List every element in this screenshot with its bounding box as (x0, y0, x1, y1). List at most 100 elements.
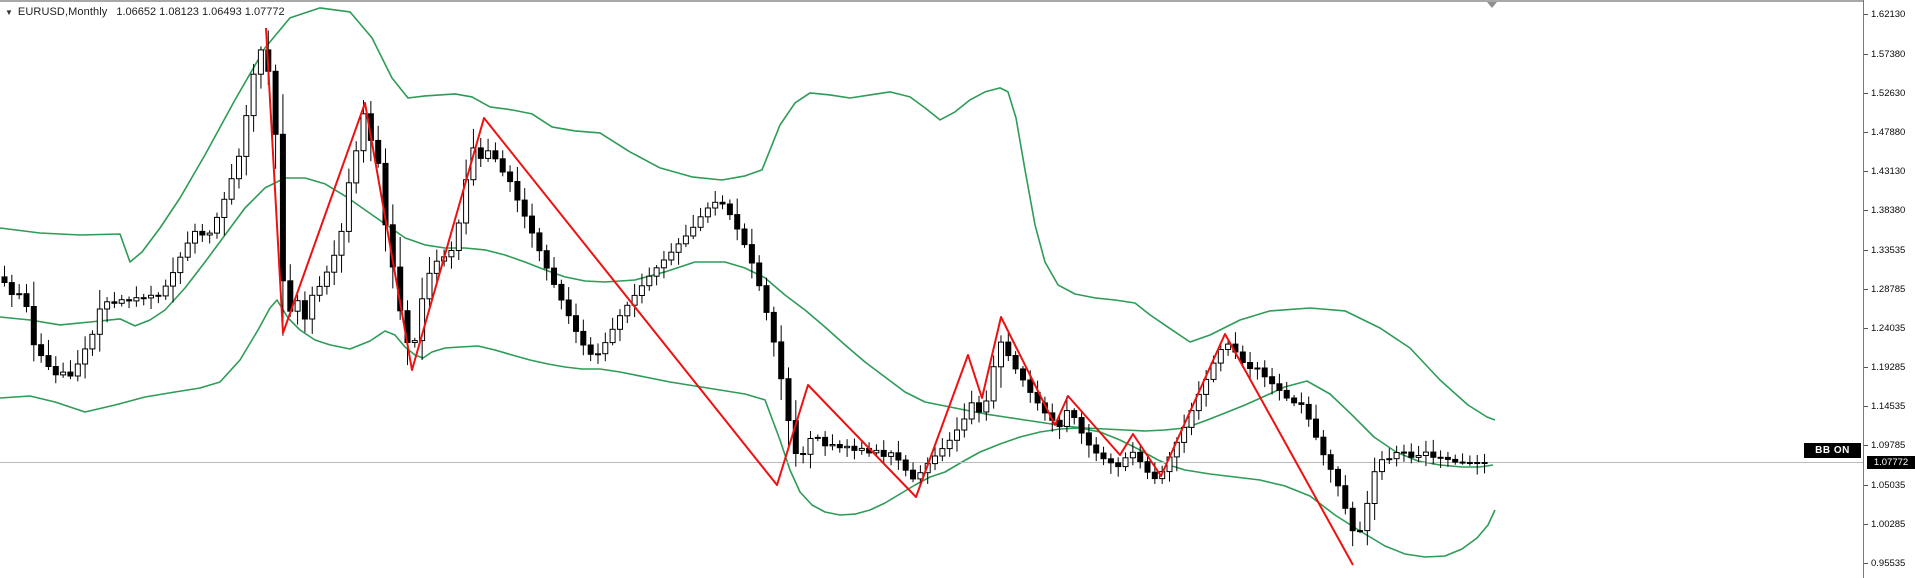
candle-body (1320, 436, 1327, 456)
bollinger-lower-line (0, 299, 1496, 558)
price-axis-label: 1.38380 (1864, 205, 1905, 216)
candle-body (118, 299, 125, 304)
price-axis-label: 1.00285 (1864, 519, 1905, 530)
candle-body (1085, 432, 1092, 446)
candle-body (192, 230, 198, 244)
candle-body (1203, 378, 1210, 395)
candle-body (45, 355, 52, 368)
candle-body (807, 438, 814, 455)
window-top-border (0, 0, 1915, 2)
candle-body (507, 171, 514, 183)
candle-body (785, 378, 792, 422)
candle-body (1481, 462, 1488, 464)
candle-body (206, 232, 213, 236)
candle-body (1283, 389, 1290, 399)
bb-toggle-label[interactable]: BB ON (1804, 443, 1861, 458)
candle-body (873, 449, 880, 454)
candle-body (514, 181, 521, 201)
candle-body (411, 340, 418, 344)
candle-body (74, 363, 81, 377)
candle-body (1100, 452, 1107, 460)
tick-mark (1864, 14, 1868, 15)
candle-body (829, 444, 836, 447)
candle-body (294, 300, 301, 312)
candle-body (155, 294, 162, 297)
zigzag-line (265, 27, 1354, 566)
candle-body (1276, 383, 1283, 391)
chart-canvas[interactable] (0, 0, 1863, 578)
candle-body (1401, 451, 1407, 454)
candle-body (353, 150, 360, 184)
candle-body (521, 199, 528, 217)
chart-plot-area[interactable]: ▼ EURUSD,Monthly 1.06652 1.08123 1.06493… (0, 0, 1863, 578)
candle-body (1, 276, 8, 283)
candle-body (1474, 462, 1481, 464)
candle-body (162, 285, 169, 297)
candle-body (148, 294, 154, 299)
candle-body (67, 371, 74, 377)
candle-body (726, 203, 733, 216)
candle-body (954, 429, 960, 441)
candle-body (888, 452, 895, 457)
candle-body (902, 459, 909, 471)
candle-body (426, 272, 433, 300)
candle-body (1144, 461, 1151, 473)
candle-body (1254, 367, 1261, 370)
price-axis-label: 1.52630 (1864, 88, 1905, 99)
candle-body (844, 445, 851, 449)
candle-body (748, 244, 755, 264)
candle-body (60, 371, 67, 376)
tick-mark (1864, 563, 1868, 564)
bollinger-middle-line (0, 177, 1494, 468)
tick-mark (1864, 93, 1868, 94)
candle-body (309, 294, 316, 320)
candle-body (111, 301, 118, 304)
candle-body (536, 232, 543, 252)
candle-body (338, 230, 345, 256)
candle-body (184, 242, 191, 258)
candle-body (638, 285, 645, 296)
candle-body (96, 308, 103, 335)
candle-body (250, 73, 257, 117)
candle-body (961, 418, 968, 431)
candle-body (104, 301, 111, 310)
candle-body (1327, 454, 1334, 470)
tick-mark (1864, 171, 1868, 172)
candle-body (858, 447, 865, 451)
candle-body (448, 250, 455, 258)
price-axis-label: 1.24035 (1864, 323, 1905, 334)
candle-body (1107, 458, 1114, 464)
candle-body (1269, 376, 1276, 385)
candle-body (1459, 461, 1466, 464)
candle-body (983, 400, 990, 413)
candles (1, 30, 1488, 547)
candle-body (455, 222, 462, 251)
tick-mark (1864, 328, 1868, 329)
candle-body (609, 328, 616, 344)
candle-body (682, 235, 689, 245)
price-axis[interactable]: 1.62130 1.57380 1.52630 1.47880 1.43130 1.383… (1863, 0, 1915, 578)
candle-body (1335, 468, 1341, 487)
candle-body (1225, 343, 1232, 351)
candle-body (1005, 341, 1012, 357)
symbol-timeframe-label: EURUSD,Monthly (17, 6, 108, 18)
candle-body (199, 230, 206, 236)
candle-body (595, 353, 601, 356)
price-axis-label: 1.14535 (1864, 401, 1905, 412)
candle-body (704, 207, 711, 218)
candle-body (316, 285, 323, 296)
candle-body (529, 215, 535, 234)
chevron-down-icon[interactable]: ▼ (5, 7, 13, 17)
chart-shift-marker-icon[interactable] (1487, 2, 1497, 8)
candle-body (1466, 462, 1473, 464)
candle-body (499, 158, 506, 173)
current-price-tag: 1.07772 (1867, 456, 1915, 469)
candle-body (763, 285, 770, 313)
candle-body (1444, 456, 1451, 460)
candle-body (543, 250, 550, 269)
candle-body (89, 333, 96, 350)
candle-body (419, 298, 426, 342)
candle-body (1408, 451, 1415, 458)
candle-body (323, 271, 330, 287)
candle-body (52, 366, 59, 376)
